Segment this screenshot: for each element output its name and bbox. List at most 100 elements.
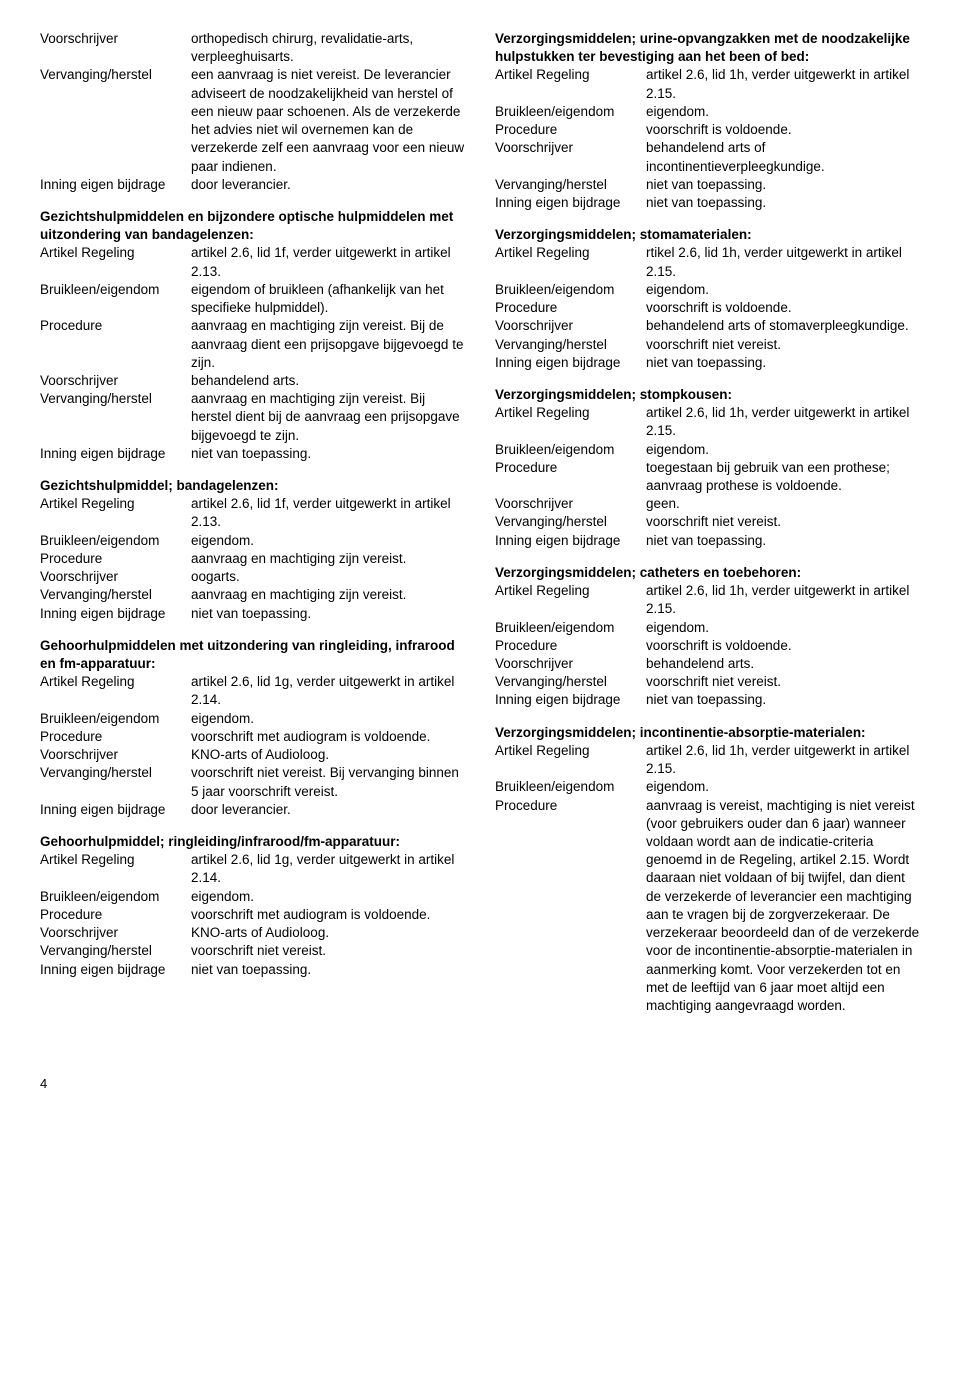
row: Procedurevoorschrift met audiogram is vo… [40, 906, 465, 924]
left-column: Voorschrijver orthopedisch chirurg, reva… [40, 30, 465, 1015]
field-value: artikel 2.6, lid 1g, verder uitgewerkt i… [191, 673, 465, 709]
row: Artikel Regelingartikel 2.6, lid 1h, ver… [495, 404, 920, 440]
row: Bruikleen/eigendomeigendom. [40, 532, 465, 550]
field-value: voorschrift is voldoende. [646, 121, 920, 139]
field-value: eigendom. [646, 441, 920, 459]
field-label: Inning eigen bijdrage [495, 194, 646, 212]
row: Vervanging/herstelvoorschrift niet verei… [495, 673, 920, 691]
row: Vervanging/herstelvoorschrift niet verei… [495, 513, 920, 531]
row: Inning eigen bijdrageniet van toepassing… [40, 445, 465, 463]
row: Inning eigen bijdrageniet van toepassing… [495, 354, 920, 372]
field-value: artikel 2.6, lid 1f, verder uitgewerkt i… [191, 495, 465, 531]
field-value: niet van toepassing. [646, 354, 920, 372]
field-label: Artikel Regeling [495, 244, 646, 262]
field-label: Voorschrijver [40, 30, 191, 48]
field-label: Artikel Regeling [40, 673, 191, 691]
section-title: Gezichtshulpmiddel; bandagelenzen: [40, 477, 465, 495]
field-label: Voorschrijver [495, 655, 646, 673]
field-label: Artikel Regeling [40, 851, 191, 869]
field-label: Procedure [495, 459, 646, 477]
field-label: Vervanging/herstel [495, 176, 646, 194]
row: Procedurevoorschrift is voldoende. [495, 637, 920, 655]
row: Procedurevoorschrift is voldoende. [495, 121, 920, 139]
field-label: Inning eigen bijdrage [40, 605, 191, 623]
row: Procedureaanvraag en machtiging zijn ver… [40, 317, 465, 372]
field-label: Artikel Regeling [495, 582, 646, 600]
section-title: Verzorgingsmiddelen; stomamaterialen: [495, 226, 920, 244]
field-value: niet van toepassing. [191, 445, 465, 463]
field-value: aanvraag is vereist, machtiging is niet … [646, 797, 920, 1016]
row: Proceduretoegestaan bij gebruik van een … [495, 459, 920, 495]
field-label: Inning eigen bijdrage [495, 354, 646, 372]
row: Bruikleen/eigendomeigendom. [40, 710, 465, 728]
field-label: Bruikleen/eigendom [495, 281, 646, 299]
field-label: Vervanging/herstel [495, 336, 646, 354]
row: Vervanging/herstelaanvraag en machtiging… [40, 390, 465, 445]
field-label: Bruikleen/eigendom [40, 532, 191, 550]
field-label: Bruikleen/eigendom [495, 441, 646, 459]
field-label: Artikel Regeling [40, 495, 191, 513]
field-value: toegestaan bij gebruik van een prothese;… [646, 459, 920, 495]
field-label: Vervanging/herstel [495, 513, 646, 531]
row: Bruikleen/eigendomeigendom. [495, 441, 920, 459]
row: Procedurevoorschrift is voldoende. [495, 299, 920, 317]
field-label: Vervanging/herstel [495, 673, 646, 691]
field-label: Artikel Regeling [495, 66, 646, 84]
field-value: geen. [646, 495, 920, 513]
field-label: Procedure [40, 728, 191, 746]
row: Inning eigen bijdragedoor leverancier. [40, 801, 465, 819]
row: Bruikleen/eigendomeigendom. [495, 778, 920, 796]
row: Bruikleen/eigendomeigendom. [495, 281, 920, 299]
field-value: aanvraag en machtiging zijn vereist. [191, 550, 465, 568]
field-value: artikel 2.6, lid 1h, verder uitgewerkt i… [646, 742, 920, 778]
section-title: Gezichtshulpmiddelen en bijzondere optis… [40, 208, 465, 244]
field-label: Bruikleen/eigendom [40, 710, 191, 728]
field-label: Procedure [40, 317, 191, 335]
field-value: orthopedisch chirurg, revalidatie-arts, … [191, 30, 465, 66]
field-value: eigendom. [191, 532, 465, 550]
row: Voorschrijvergeen. [495, 495, 920, 513]
field-label: Vervanging/herstel [40, 390, 191, 408]
right-column: Verzorgingsmiddelen; urine-opvangzakken … [495, 30, 920, 1015]
row: Artikel Regelingartikel 2.6, lid 1g, ver… [40, 673, 465, 709]
field-value: door leverancier. [191, 801, 465, 819]
row: Artikel Regelingartikel 2.6, lid 1f, ver… [40, 495, 465, 531]
page-number: 4 [40, 1075, 920, 1093]
field-value: voorschrift niet vereist. [646, 513, 920, 531]
section-title: Gehoorhulpmiddel; ringleiding/infrarood/… [40, 833, 465, 851]
section-title: Verzorgingsmiddelen; urine-opvangzakken … [495, 30, 920, 66]
field-value: voorschrift is voldoende. [646, 299, 920, 317]
field-label: Voorschrijver [40, 746, 191, 764]
field-value: oogarts. [191, 568, 465, 586]
field-label: Procedure [40, 906, 191, 924]
field-value: eigendom. [646, 103, 920, 121]
field-value: artikel 2.6, lid 1h, verder uitgewerkt i… [646, 404, 920, 440]
field-label: Bruikleen/eigendom [495, 778, 646, 796]
row: Vervanging/herstelaanvraag en machtiging… [40, 586, 465, 604]
field-label: Bruikleen/eigendom [495, 103, 646, 121]
row: Voorschrijver orthopedisch chirurg, reva… [40, 30, 465, 66]
field-value: eigendom. [646, 619, 920, 637]
field-label: Vervanging/herstel [40, 942, 191, 960]
row: Artikel Regelingartikel 2.6, lid 1f, ver… [40, 244, 465, 280]
field-label: Inning eigen bijdrage [40, 961, 191, 979]
field-value: KNO-arts of Audioloog. [191, 746, 465, 764]
row: Procedurevoorschrift met audiogram is vo… [40, 728, 465, 746]
field-label: Voorschrijver [495, 139, 646, 157]
row: Artikel Regelingartikel 2.6, lid 1h, ver… [495, 742, 920, 778]
row: Vervanging/herstel een aanvraag is niet … [40, 66, 465, 175]
row: Bruikleen/eigendomeigendom. [40, 888, 465, 906]
row: Artikel Regelingartikel 2.6, lid 1h, ver… [495, 66, 920, 102]
field-value: aanvraag en machtiging zijn vereist. Bij… [191, 390, 465, 445]
section-title: Verzorgingsmiddelen; stompkousen: [495, 386, 920, 404]
field-label: Procedure [40, 550, 191, 568]
field-label: Inning eigen bijdrage [40, 445, 191, 463]
field-value: voorschrift niet vereist. [191, 942, 465, 960]
field-value: door leverancier. [191, 176, 465, 194]
field-label: Procedure [495, 299, 646, 317]
field-label: Voorschrijver [40, 568, 191, 586]
row: Bruikleen/eigendomeigendom. [495, 103, 920, 121]
row: Artikel Regelingartikel 2.6, lid 1g, ver… [40, 851, 465, 887]
field-label: Vervanging/herstel [40, 764, 191, 782]
field-value: artikel 2.6, lid 1f, verder uitgewerkt i… [191, 244, 465, 280]
